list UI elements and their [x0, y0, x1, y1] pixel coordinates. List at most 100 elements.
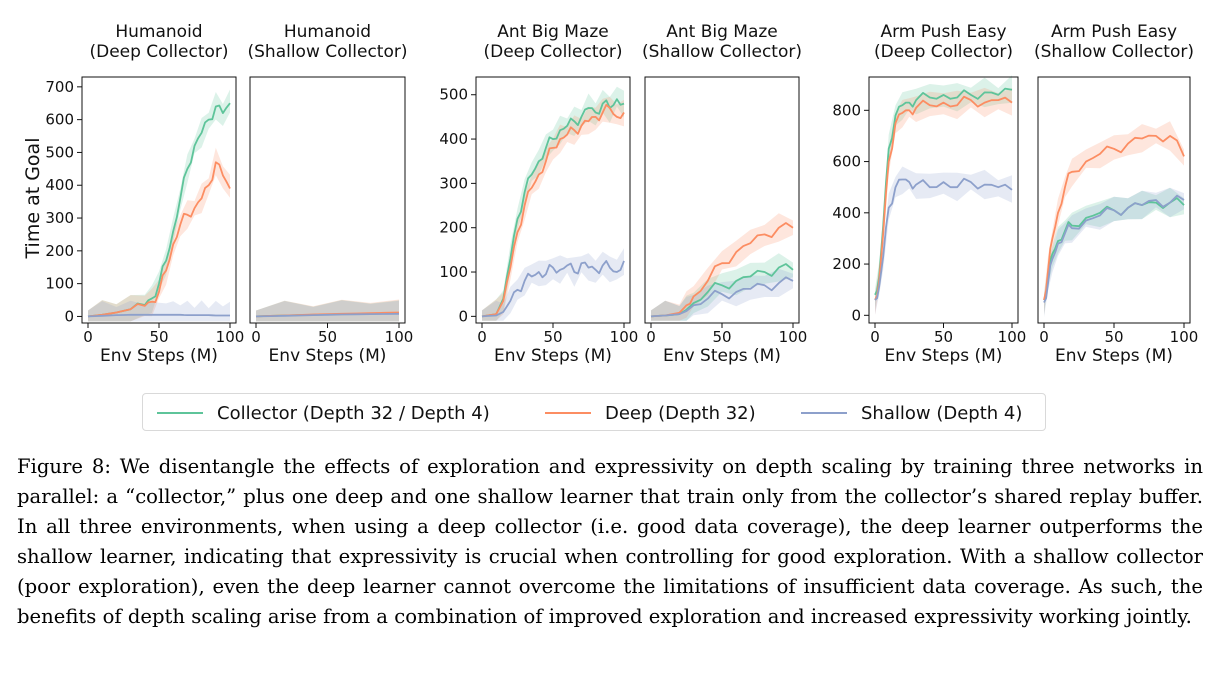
caption-text: We disentangle the effects of exploratio… [17, 455, 1203, 628]
figure-caption: Figure 8: We disentangle the effects of … [17, 452, 1203, 632]
band-shallow [88, 300, 230, 322]
x-tick-label: 0 [251, 328, 261, 346]
chart-panel-5: Arm Push Easy(Deep Collector) 0 50 100 0 200 4… [832, 22, 1026, 366]
caption-label: Figure 8: [17, 455, 111, 478]
y-tick-label: 400 [439, 130, 468, 148]
y-tick-label: 300 [439, 174, 468, 192]
y-tick-label: 0 [64, 307, 74, 325]
x-tick-label: 50 [318, 328, 337, 346]
y-tick-label: 100 [45, 275, 74, 293]
legend-label-shallow: Shallow (Depth 4) [861, 402, 1023, 424]
chart-panel-3: Ant Big Maze(Deep Collector) 0 50 100 0 100 20… [439, 22, 638, 366]
y-tick-label: 100 [439, 263, 468, 281]
x-tick-label: 0 [870, 328, 880, 346]
y-tick-label: 700 [45, 78, 74, 96]
band-shallow [875, 166, 1012, 315]
legend-item-deep: Deep (Depth 32) [545, 394, 756, 432]
chart-title-line-2: (Shallow Collector) [642, 42, 802, 62]
line-collector [1043, 197, 1185, 301]
band-shallow [1044, 187, 1184, 318]
band-deep [1044, 121, 1184, 315]
x-tick-label: 50 [543, 328, 562, 346]
line-shallow [255, 312, 400, 318]
line-shallow [650, 276, 794, 318]
chart-title-line-1: Ant Big Maze [497, 22, 609, 42]
y-tick-label: 0 [458, 307, 468, 325]
axes-frame [249, 76, 406, 324]
chart-title-line-1: Humanoid [284, 22, 371, 42]
y-tick-label: 500 [439, 86, 468, 104]
chart-title-line-1: Ant Big Maze [666, 22, 778, 42]
legend-swatch-collector [157, 412, 203, 414]
y-tick-label: 500 [45, 143, 74, 161]
x-tick-label: 100 [385, 328, 414, 346]
y-axis-label: Time at Goal [22, 138, 44, 260]
legend-label-deep: Deep (Depth 32) [605, 402, 756, 424]
x-axis-label: Env Steps (M) [100, 346, 218, 366]
figure-panels: Humanoid (Deep Collector) 0 50 100 0 100 200 300… [22, 22, 1198, 366]
band-collector [875, 75, 1012, 310]
y-tick-label: 400 [45, 176, 74, 194]
band-collector [482, 86, 624, 321]
x-tick-label: 0 [477, 328, 487, 346]
x-tick-label: 0 [646, 328, 656, 346]
x-tick-label: 100 [779, 328, 808, 346]
x-tick-label: 50 [934, 328, 953, 346]
x-tick-label: 50 [712, 328, 731, 346]
line-deep [874, 95, 1013, 301]
x-tick-label: 50 [1104, 328, 1123, 346]
x-axis-label: Env Steps (M) [663, 346, 781, 366]
y-tick-label: 300 [45, 209, 74, 227]
chart-title-line-2: (Shallow Collector) [248, 42, 408, 62]
line-deep [87, 161, 231, 318]
x-tick-label: 50 [149, 328, 168, 346]
y-tick-label: 0 [851, 306, 861, 324]
line-shallow [874, 177, 1013, 301]
line-deep [1043, 134, 1185, 301]
y-tick-label: 400 [832, 204, 861, 222]
x-tick-label: 100 [998, 328, 1027, 346]
y-tick-label: 200 [439, 219, 468, 237]
line-collector [481, 98, 625, 318]
chart-panel-4: Ant Big Maze(Shallow Collector) 0 50 100Env… [642, 22, 807, 366]
chart-panel-1: Humanoid(Deep Collector) 0 50 100 0 100 200 300… [22, 22, 244, 366]
x-axis-label: Env Steps (M) [494, 346, 612, 366]
band-collector [1044, 187, 1184, 315]
legend-swatch-shallow [801, 412, 847, 414]
line-shallow [481, 260, 625, 318]
y-tick-label: 600 [45, 111, 74, 129]
x-tick-label: 0 [83, 328, 93, 346]
legend-item-shallow: Shallow (Depth 4) [801, 394, 1022, 432]
x-tick-label: 100 [1170, 328, 1199, 346]
x-axis-label: Env Steps (M) [269, 346, 387, 366]
legend: Collector (Depth 32 / Depth 4) Deep (Dep… [142, 393, 1046, 431]
chart-panel-6: Arm Push Easy(Shallow Collector) 0 50 100En… [1034, 22, 1198, 366]
y-tick-label: 200 [45, 242, 74, 260]
y-tick-label: 200 [832, 255, 861, 273]
chart-title-line-2: (Deep Collector) [483, 42, 622, 62]
chart-title-line-1: Humanoid [115, 22, 202, 42]
chart-title-line-2: (Deep Collector) [874, 42, 1013, 62]
chart-title-line-2: (Shallow Collector) [1034, 42, 1194, 62]
x-tick-label: 100 [610, 328, 639, 346]
x-tick-label: 100 [216, 328, 245, 346]
y-tick-label: 800 [832, 101, 861, 119]
legend-item-collector: Collector (Depth 32 / Depth 4) [157, 394, 490, 432]
line-deep [650, 222, 794, 318]
chart-title-line-1: Arm Push Easy [880, 22, 1006, 42]
band-deep [651, 213, 793, 321]
line-deep [481, 103, 625, 318]
line-collector [87, 102, 231, 318]
chart-title-line-1: Arm Push Easy [1051, 22, 1177, 42]
line-shallow [87, 313, 230, 318]
band-shallow [482, 248, 624, 321]
band-deep [88, 147, 230, 322]
x-axis-label: Env Steps (M) [885, 346, 1003, 366]
x-tick-label: 0 [1039, 328, 1049, 346]
line-shallow [1043, 194, 1185, 303]
band-deep [482, 96, 624, 321]
legend-swatch-deep [545, 412, 591, 414]
x-axis-label: Env Steps (M) [1055, 346, 1173, 366]
legend-label-collector: Collector (Depth 32 / Depth 4) [217, 402, 490, 424]
